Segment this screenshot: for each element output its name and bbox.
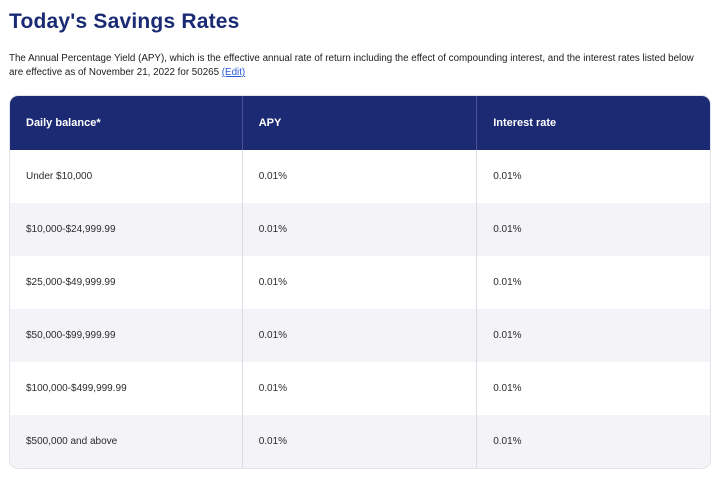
- table-cell-balance: $100,000-$499,999.99: [10, 362, 242, 415]
- table-row: $25,000-$49,999.99 0.01% 0.01%: [10, 256, 710, 309]
- table-cell-balance: Under $10,000: [10, 150, 242, 203]
- table-cell-apy: 0.01%: [241, 203, 477, 256]
- table-cell-balance: $50,000-$99,999.99: [10, 309, 242, 362]
- edit-link[interactable]: (Edit): [221, 67, 246, 78]
- table-row: $50,000-$99,999.99 0.01% 0.01%: [10, 309, 710, 362]
- table-cell-apy: 0.01%: [241, 150, 477, 203]
- header-cell-interest-rate: Interest rate: [476, 96, 710, 150]
- table-row: Under $10,000 0.01% 0.01%: [10, 150, 710, 203]
- table-cell-balance: $10,000-$24,999.99: [10, 203, 242, 256]
- table-cell-apy: 0.01%: [241, 309, 477, 362]
- header-cell-daily-balance: Daily balance*: [10, 96, 242, 150]
- table-cell-interest-rate: 0.01%: [476, 203, 710, 256]
- rates-table-container: Daily balance* APY Interest rate Under $…: [9, 95, 711, 469]
- table-cell-interest-rate: 0.01%: [476, 150, 710, 203]
- rates-description-text: The Annual Percentage Yield (APY), which…: [9, 53, 694, 78]
- table-cell-apy: 0.01%: [241, 415, 477, 468]
- table-cell-interest-rate: 0.01%: [476, 309, 710, 362]
- header-cell-apy: APY: [241, 96, 477, 150]
- table-cell-balance: $500,000 and above: [10, 415, 242, 468]
- rates-description: The Annual Percentage Yield (APY), which…: [9, 52, 708, 80]
- table-cell-interest-rate: 0.01%: [476, 256, 710, 309]
- table-cell-interest-rate: 0.01%: [476, 415, 710, 468]
- page-title: Today's Savings Rates: [9, 10, 240, 33]
- table-row: $100,000-$499,999.99 0.01% 0.01%: [10, 362, 710, 415]
- table-cell-apy: 0.01%: [241, 256, 477, 309]
- table-cell-balance: $25,000-$49,999.99: [10, 256, 242, 309]
- table-row: $500,000 and above 0.01% 0.01%: [10, 415, 710, 468]
- table-row: $10,000-$24,999.99 0.01% 0.01%: [10, 203, 710, 256]
- rates-table: Daily balance* APY Interest rate Under $…: [10, 96, 710, 468]
- table-header-row: Daily balance* APY Interest rate: [10, 96, 710, 150]
- table-cell-interest-rate: 0.01%: [476, 362, 710, 415]
- table-cell-apy: 0.01%: [241, 362, 477, 415]
